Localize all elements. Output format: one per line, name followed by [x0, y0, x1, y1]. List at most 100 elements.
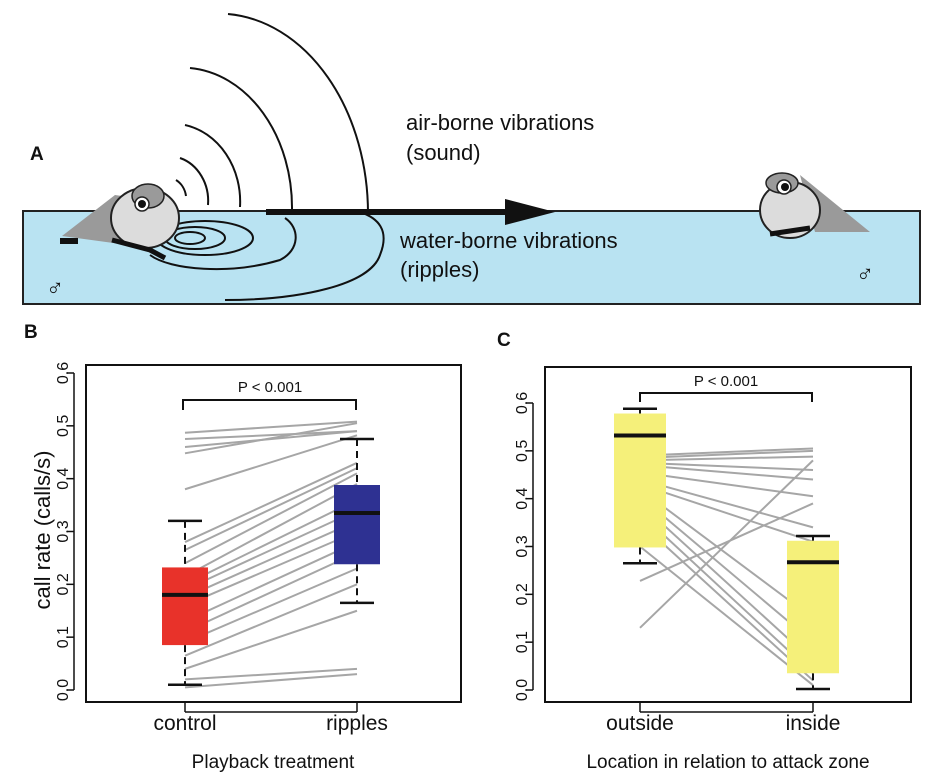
frog-right-pupil: [781, 183, 789, 191]
panel-c-paired-line: [639, 461, 814, 471]
sound-arc-1: [175, 179, 187, 197]
panel-c-paired-line: [639, 495, 814, 643]
panel-b-paired-line: [184, 567, 358, 644]
panel-c-paired-line: [639, 447, 814, 457]
panel-b-paired-line: [184, 551, 358, 633]
panel-b-paired-line: [184, 420, 358, 434]
male-symbol-right: ♂: [856, 261, 874, 288]
panel-c-paired-line: [639, 471, 814, 498]
panel-b-x-axis-label: Playback treatment: [192, 752, 355, 772]
panel-c: C Location in relation to attack zone 0.…: [497, 330, 912, 772]
panel-b-box-control: [162, 519, 208, 686]
panel-b-paired-lines: [184, 420, 358, 689]
panel-b-y-tick-label: 0.4: [55, 467, 72, 489]
panel-b-plot-frame: [85, 364, 462, 703]
calling-frog-left: [60, 183, 180, 261]
panel-a-label: A: [30, 144, 44, 165]
panel-b-y-tick-label: 0.0: [55, 679, 72, 701]
panel-c-paired-line: [639, 455, 814, 462]
frog-left-leg: [60, 238, 78, 244]
frog-left-pupil: [138, 200, 146, 208]
panel-c-paired-line: [639, 488, 814, 620]
ripple-ring-1: [174, 231, 206, 245]
ripple-ring-5: [224, 211, 385, 301]
sound-arc-5: [227, 13, 370, 216]
air-label-line-1: air-borne vibrations: [406, 110, 594, 135]
panel-c-x-tick-label-outside: outside: [606, 712, 674, 735]
panel-c-axes: 0.0 0.1 0.2 0.3 0.4 0.5 0.6 outside inside: [514, 392, 840, 735]
panel-c-x-axis-label: Location in relation to attack zone: [586, 752, 869, 772]
panel-c-y-tick-label: 0.2: [514, 583, 531, 605]
panel-b-paired-line: [184, 467, 358, 551]
panel-c-paired-line: [639, 478, 814, 529]
sound-arc-2: [179, 157, 210, 206]
panel-b-y-tick-label: 0.3: [55, 520, 72, 542]
panel-b-paired-line: [184, 434, 358, 491]
panel-c-box-outside: [614, 407, 666, 565]
panel-c-y-tick-label: 0.4: [514, 487, 531, 509]
panel-c-paired-line: [639, 464, 814, 481]
panel-b-paired-line: [184, 530, 358, 607]
panel-b-significance-bracket: P < 0.001: [182, 379, 357, 410]
male-symbol-left: ♂: [46, 275, 64, 302]
panel-c-label: C: [497, 330, 511, 351]
air-label-line-2: (sound): [406, 140, 481, 165]
panel-c-paired-lines: [639, 447, 814, 686]
propagation-arrowhead: [505, 199, 555, 225]
panel-c-plot-frame: [544, 366, 912, 703]
panel-b-paired-line: [184, 541, 358, 623]
panel-b-paired-line: [184, 430, 358, 441]
panel-c-y-tick-label: 0.3: [514, 535, 531, 557]
panel-b-paired-line: [184, 483, 358, 578]
panel-b-paired-line: [184, 461, 358, 543]
panel-b-paired-line: [184, 673, 358, 689]
panel-b-paired-line: [184, 509, 358, 591]
panel-b-x-tick-label-control: control: [153, 712, 216, 735]
sound-arc-3: [184, 124, 242, 208]
sound-wave-arcs: [175, 13, 370, 216]
panel-c-paired-line: [639, 521, 814, 682]
listening-frog-right: [759, 172, 870, 239]
panel-c-paired-line: [639, 459, 814, 629]
panel-a: A: [22, 13, 921, 305]
water-label-line-1: water-borne vibrations: [399, 228, 618, 253]
panel-b-y-tick-label: 0.6: [55, 362, 72, 384]
panel-b-paired-line: [184, 520, 358, 599]
frog-right-arm: [769, 225, 811, 237]
box-iqr: [162, 567, 208, 646]
panel-b-axes: 0.0 0.1 0.2 0.3 0.4 0.5 0.6 control ripples: [55, 362, 388, 735]
water-ripple-rings: [149, 211, 385, 301]
panel-c-paired-line: [639, 502, 814, 663]
sound-arc-4: [189, 67, 294, 211]
panel-c-significance-label: P < 0.001: [694, 373, 758, 390]
panel-b-paired-line: [184, 583, 358, 657]
panel-c-y-tick-label: 0.5: [514, 440, 531, 462]
panel-b-y-axis-label: call rate (calls/s): [30, 451, 55, 610]
panel-b-paired-line: [184, 609, 358, 670]
frog-left-arm: [111, 237, 167, 261]
panel-b-boxplots: [162, 437, 380, 686]
box-iqr: [334, 485, 380, 565]
panel-b-label: B: [24, 322, 38, 343]
panel-b-paired-line: [184, 667, 358, 681]
panel-b-paired-line: [184, 498, 358, 586]
panel-b-y-tick-label: 0.1: [55, 626, 72, 648]
panel-c-paired-line: [639, 483, 814, 543]
panel-b-y-tick-label: 0.5: [55, 415, 72, 437]
panel-c-y-tick-label: 0.0: [514, 679, 531, 701]
water-label-line-2: (ripples): [400, 257, 479, 282]
ripple-ring-4: [149, 217, 297, 271]
panel-c-y-tick-label: 0.1: [514, 631, 531, 653]
panel-b-significance-label: P < 0.001: [238, 379, 302, 396]
panel-b-box-ripples: [334, 437, 380, 605]
panel-b-paired-line: [184, 422, 358, 455]
panel-c-box-inside: [787, 534, 839, 691]
panel-c-paired-line: [639, 512, 814, 674]
panel-c-x-tick-label-inside: inside: [786, 712, 841, 735]
panel-c-paired-line: [639, 502, 814, 582]
panel-c-paired-line: [639, 545, 814, 686]
panel-b-paired-line: [184, 472, 358, 565]
panel-c-significance-bracket: P < 0.001: [639, 373, 813, 402]
panel-b: B call rate (calls/s) Playback treatment…: [24, 322, 462, 772]
